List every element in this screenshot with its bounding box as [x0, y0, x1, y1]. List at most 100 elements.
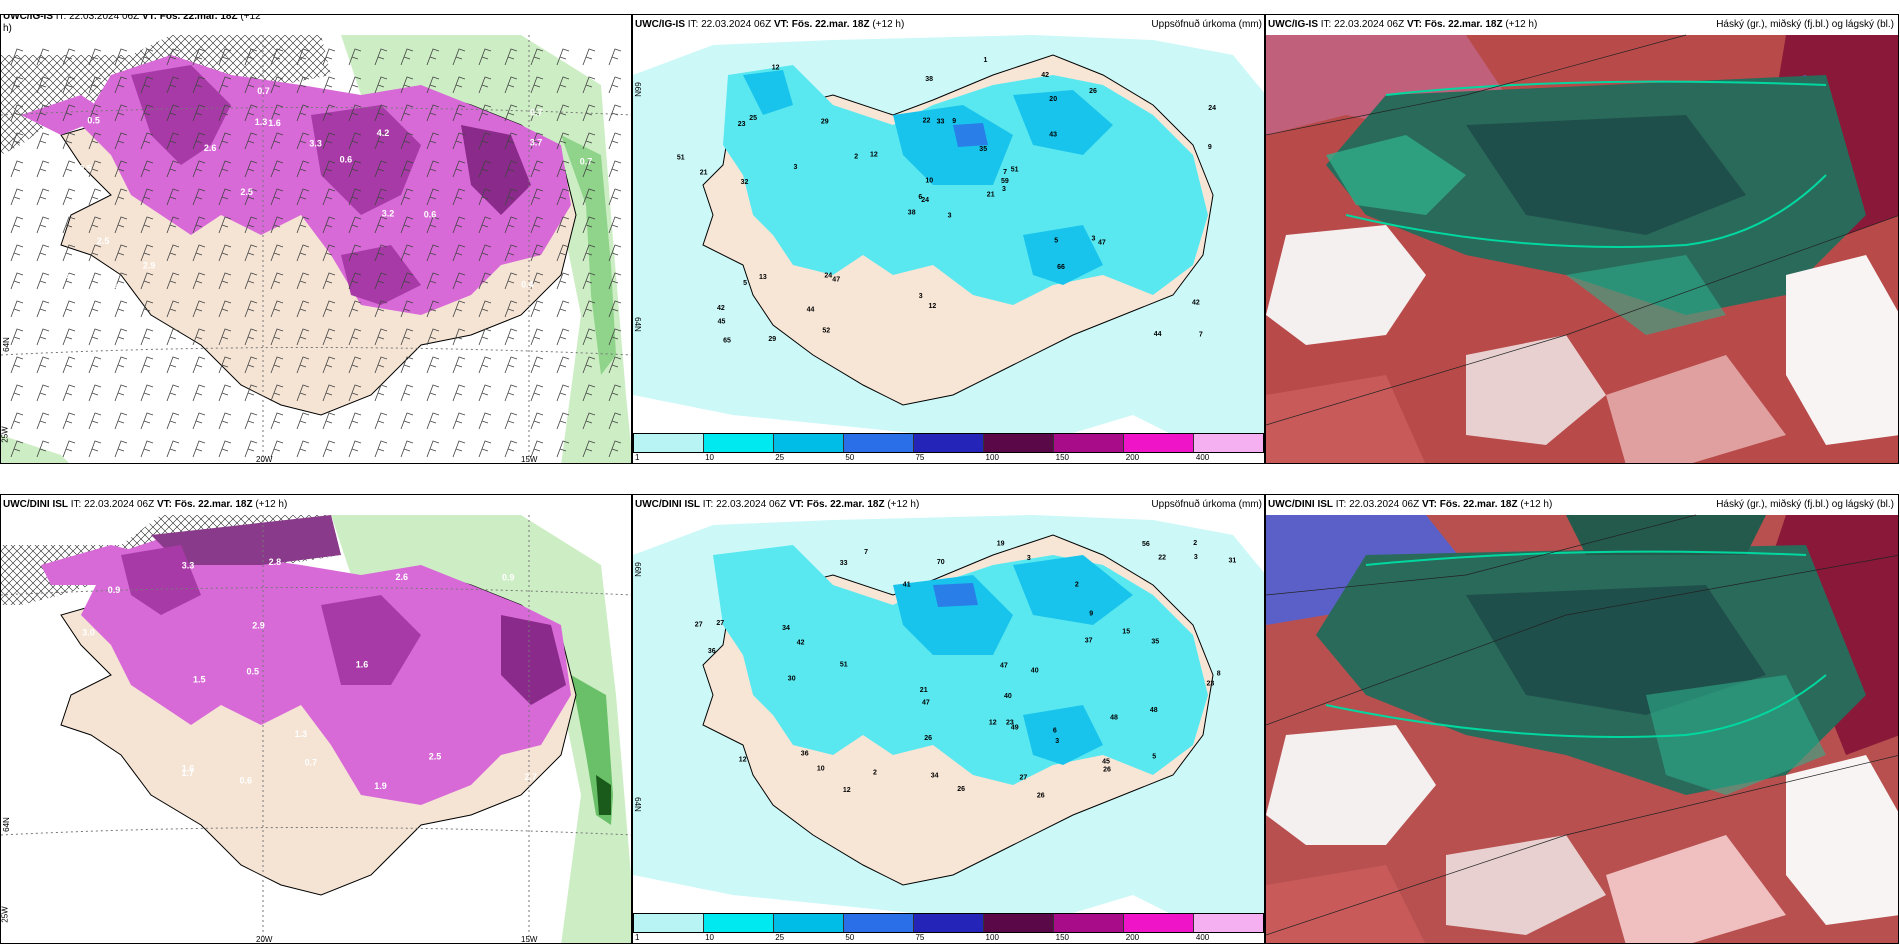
wind-barb: [452, 440, 466, 458]
wind-barb: [452, 104, 466, 122]
wind-barb: [452, 188, 466, 206]
wind-barb: [270, 104, 284, 122]
map-value-label: 7: [1003, 169, 1007, 176]
map-value-label: 3: [1002, 186, 1006, 193]
wind-barb: [296, 132, 310, 150]
colorbar-tick-label: 1: [635, 933, 640, 942]
wind-barb: [10, 300, 24, 318]
wind-barb: [270, 384, 284, 402]
wind-barb: [530, 356, 544, 374]
wind-barb: [322, 272, 336, 290]
wind-barb: [322, 160, 336, 178]
wind-barb: [166, 244, 180, 262]
map-value-label: 47: [832, 277, 840, 284]
wind-barb: [426, 440, 440, 458]
wind-barb: [582, 104, 596, 122]
map-value-label: 29: [821, 119, 829, 126]
wind-title-top: UWC/IG-IS IT: 22.03.2024 06Z VT: Fös. 22…: [3, 14, 261, 22]
wind-barb: [452, 244, 466, 262]
cb-seg: [704, 914, 774, 932]
wind-barb: [114, 440, 128, 458]
map-value-label: 42: [1041, 72, 1049, 79]
wind-barb: [348, 48, 362, 66]
wind-barb: [10, 48, 24, 66]
map-value-label: 47: [1098, 239, 1106, 246]
wind-barb: [504, 132, 518, 150]
wind-barb: [140, 384, 154, 402]
precip-unit-bottom: Uppsöfnuð úrkoma (mm): [1151, 499, 1262, 510]
map-value-label: 2.5: [429, 752, 442, 762]
wind-barb: [400, 160, 414, 178]
colorbar-tick-label: 10: [705, 453, 715, 462]
wind-barb: [530, 440, 544, 458]
map-value-label: 19: [997, 541, 1005, 548]
lat-label-66n-precip-top: 66N: [632, 82, 642, 97]
wind-barb: [400, 132, 414, 150]
wind-barb: [504, 440, 518, 458]
map-value-label: 0.5: [247, 667, 260, 677]
wind-barb: [426, 188, 440, 206]
map-value-label: 27: [716, 620, 724, 627]
map-value-label: 1.6: [356, 660, 369, 670]
wind-barb: [400, 104, 414, 122]
wind-barb: [322, 356, 336, 374]
wind-barb: [62, 384, 76, 402]
wind-barb: [530, 104, 544, 122]
wind-barb: [348, 384, 362, 402]
wind-barb: [140, 300, 154, 318]
map-value-label: 42: [717, 305, 725, 312]
map-value-label: 47: [1000, 662, 1008, 669]
wind-barb: [426, 48, 440, 66]
lon-label-15w-bottom: 15W: [521, 935, 538, 944]
wind-barb: [556, 76, 570, 94]
map-value-label: 31: [1229, 558, 1237, 565]
map-value-label: 6: [1053, 728, 1057, 735]
cb-seg: [1194, 914, 1263, 932]
cb-seg: [704, 434, 774, 452]
wind-barb: [582, 76, 596, 94]
wind-barb: [374, 244, 388, 262]
map-value-label: 7: [864, 549, 868, 556]
map-value-label: 42: [797, 640, 805, 647]
wind-barb: [270, 132, 284, 150]
wind-map-panel-bottom: 0.6 1.9 1.6 2.5 3.3 0.9 1.5 2.7 2.8 2.9 0.9 0.7 0.5 1…: [0, 494, 632, 944]
map-value-label: 4.2: [377, 128, 390, 138]
wind-barb: [244, 216, 258, 234]
wind-barb: [36, 328, 50, 346]
map-value-label: 43: [1049, 131, 1057, 138]
wind-barb: [556, 160, 570, 178]
wind-barb: [582, 272, 596, 290]
wind-barb: [582, 412, 596, 430]
wind-barb: [296, 216, 310, 234]
cloud-map-top: [1266, 34, 1898, 463]
wind-barb: [114, 160, 128, 178]
map-value-label: 26: [957, 786, 965, 793]
wind-barb: [218, 412, 232, 430]
wind-barb: [88, 328, 102, 346]
wind-barb: [218, 48, 232, 66]
wind-barb: [296, 244, 310, 262]
wind-barb: [244, 356, 258, 374]
wind-barb: [608, 216, 622, 234]
precip-unit-top: Uppsöfnuð úrkoma (mm): [1151, 19, 1262, 30]
wind-barb: [400, 48, 414, 66]
wind-barb: [10, 328, 24, 346]
wind-barb: [114, 188, 128, 206]
wind-barb: [348, 300, 362, 318]
wind-barb: [166, 384, 180, 402]
map-value-label: 21: [920, 687, 928, 694]
map-value-label: 12: [843, 787, 851, 794]
wind-barb: [88, 440, 102, 458]
map-value-label: 36: [801, 750, 809, 757]
wind-barb: [348, 132, 362, 150]
wind-barb: [192, 244, 206, 262]
wind-barb: [530, 188, 544, 206]
wind-barb: [504, 48, 518, 66]
wind-barb: [10, 104, 24, 122]
wind-barb: [296, 48, 310, 66]
map-value-label: 26: [924, 735, 932, 742]
map-value-label: 48: [1110, 715, 1118, 722]
cb-seg: [1054, 434, 1124, 452]
wind-barb: [348, 244, 362, 262]
wind-barb: [426, 104, 440, 122]
